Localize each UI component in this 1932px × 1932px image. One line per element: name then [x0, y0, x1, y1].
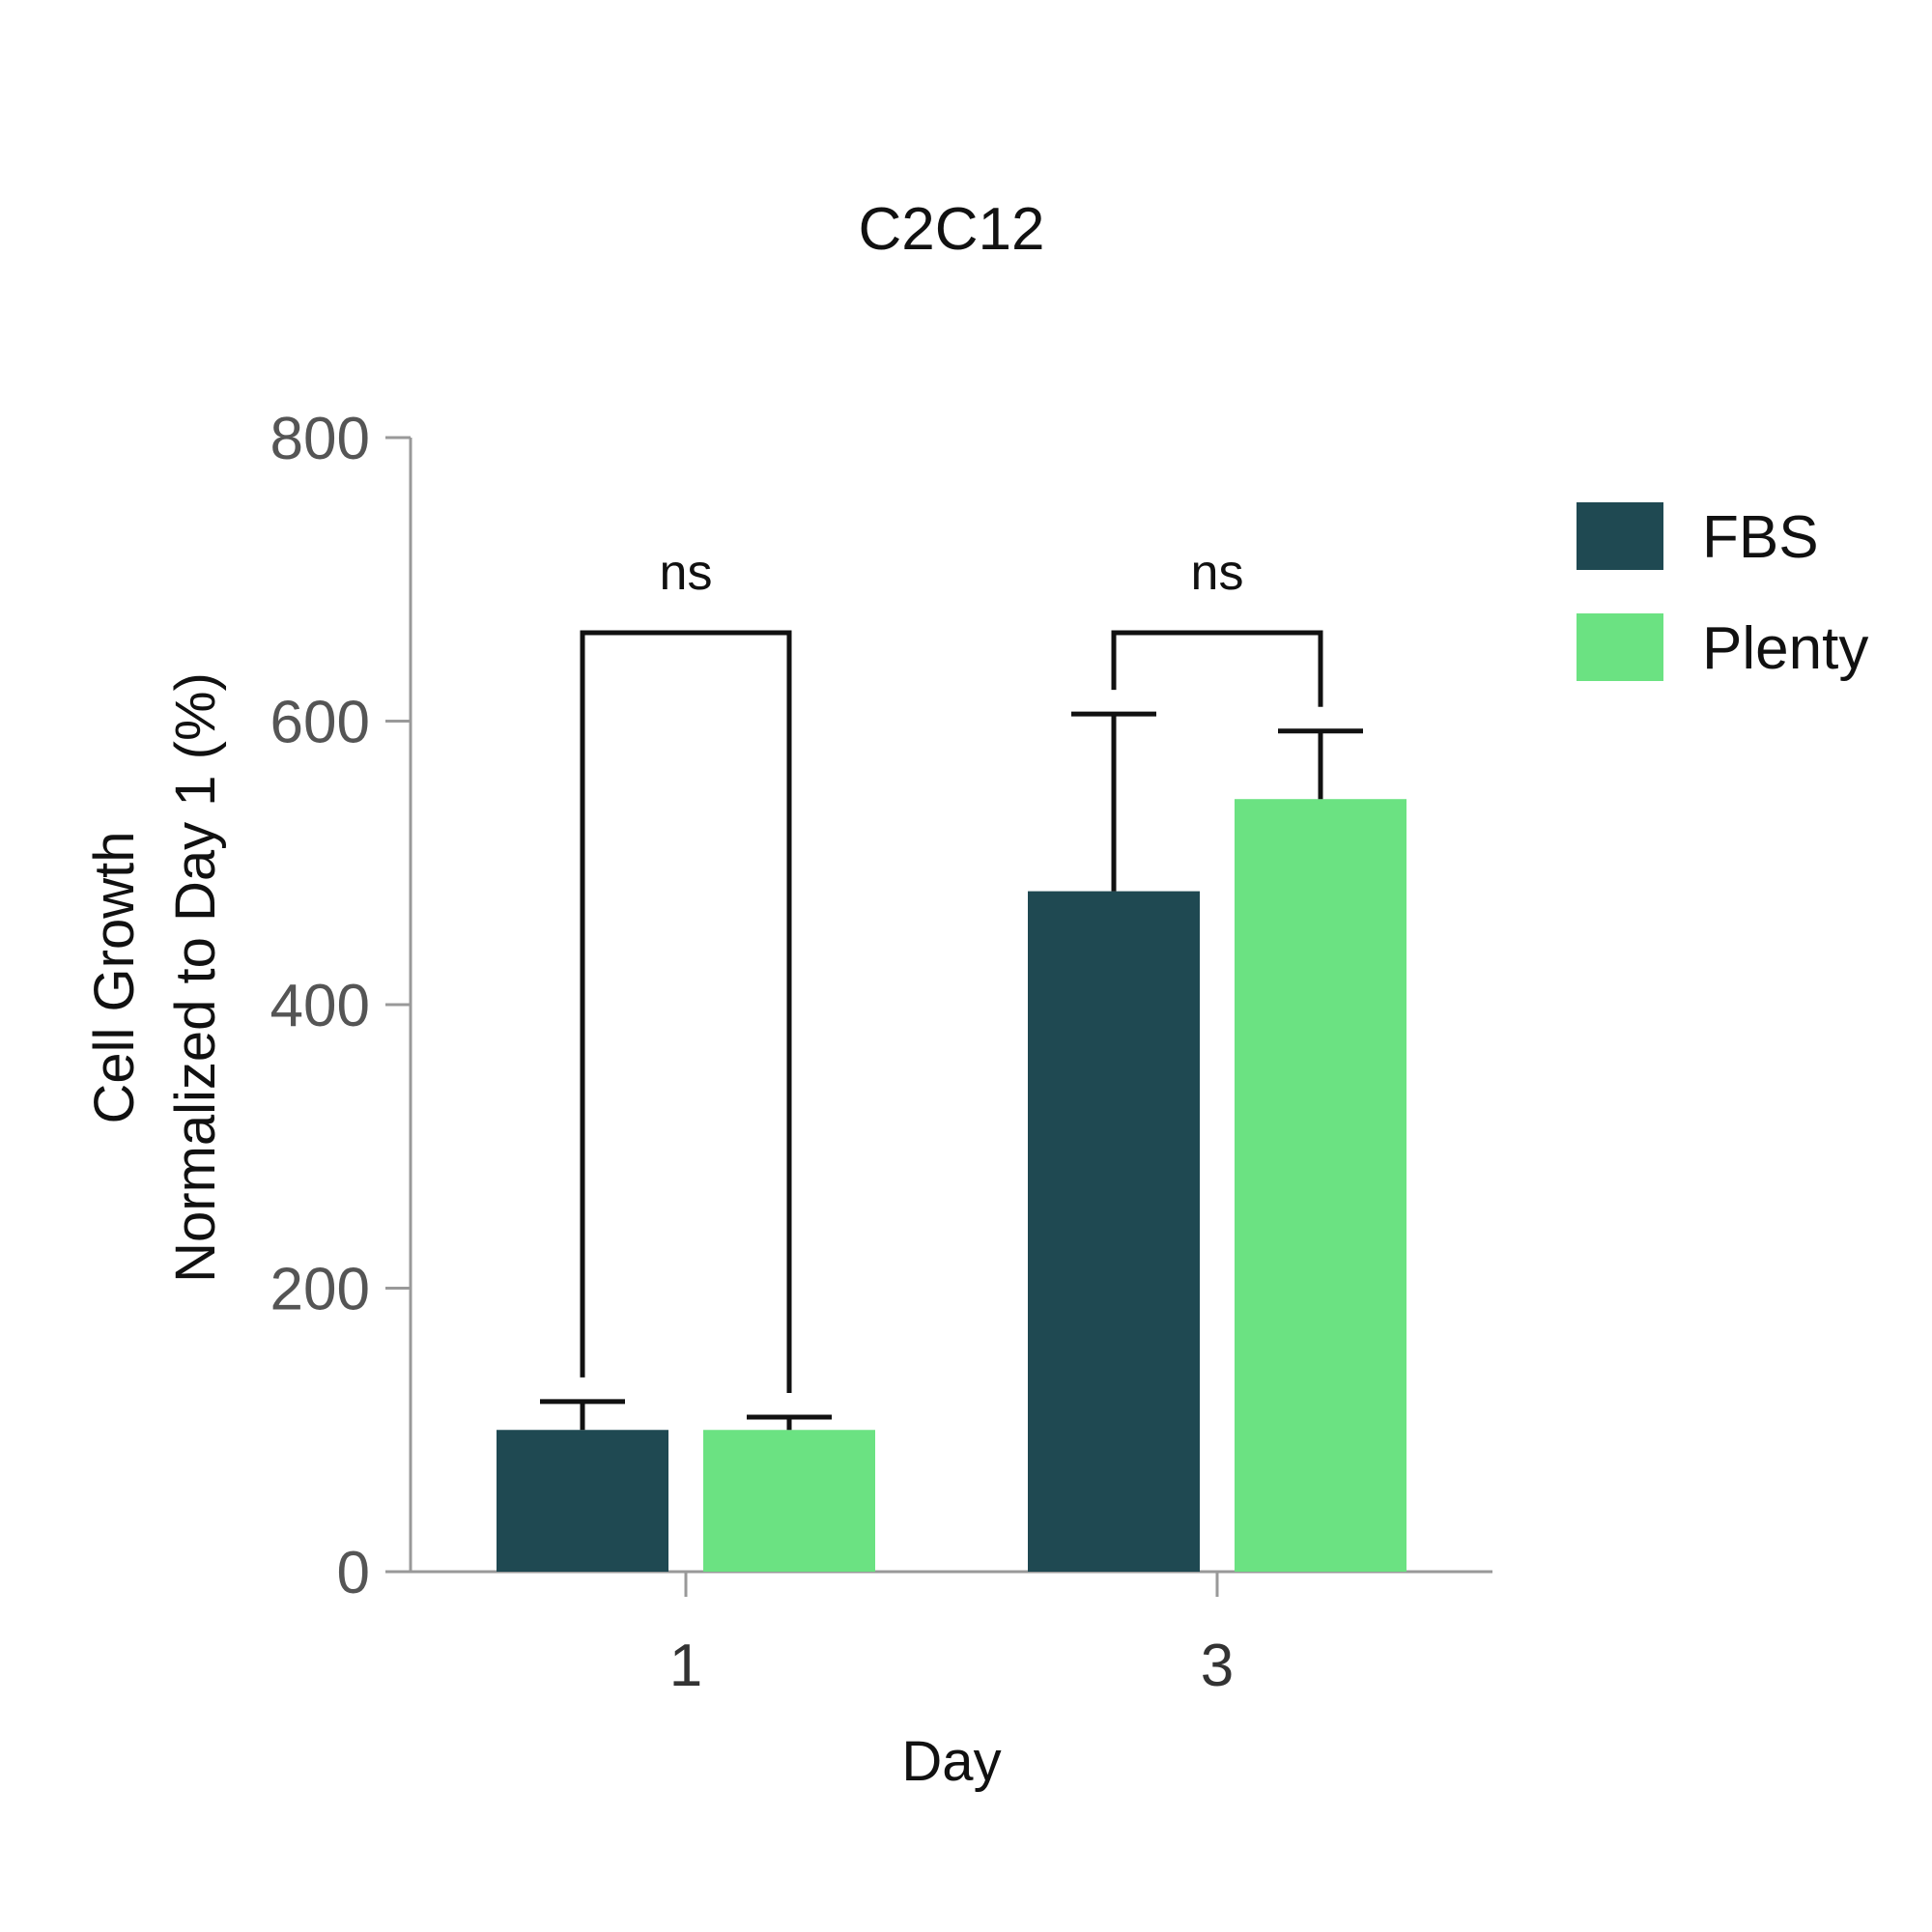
- y-axis-title-line1: Cell Growth: [83, 832, 146, 1124]
- y-tick-label: 600: [270, 690, 370, 756]
- error-bars: [540, 711, 1363, 1431]
- x-tick-label: 3: [1201, 1633, 1234, 1699]
- y-tick-label: 0: [337, 1540, 370, 1606]
- y-tick-label: 800: [270, 406, 370, 472]
- x-tick-label: 1: [669, 1633, 702, 1699]
- chart-title: C2C12: [859, 196, 1045, 263]
- legend: FBS Plenty: [1577, 502, 1868, 682]
- bar-plenty-day-3: [1235, 799, 1406, 1572]
- bar-fbs-day-3: [1028, 891, 1200, 1572]
- x-axis-title: Day: [901, 1730, 1001, 1793]
- y-tick-label: 400: [270, 973, 370, 1039]
- significance-bracket: [1111, 630, 1323, 707]
- significance-label: ns: [1191, 545, 1244, 601]
- y-axis-title-line2: Normalized to Day 1 (%): [164, 672, 227, 1283]
- legend-label-plenty: Plenty: [1702, 615, 1868, 682]
- bar-fbs-day-1: [497, 1430, 668, 1572]
- significance-label: ns: [660, 545, 713, 601]
- bars: [497, 799, 1406, 1572]
- axes: 0 200 400 600 800 1 3: [270, 406, 1492, 1699]
- legend-label-fbs: FBS: [1702, 504, 1819, 571]
- y-tick-label: 200: [270, 1257, 370, 1323]
- significance-bracket: [580, 630, 792, 1394]
- legend-swatch-plenty: [1577, 613, 1663, 681]
- bar-plenty-day-1: [703, 1430, 875, 1572]
- significance-brackets: ns ns: [580, 545, 1323, 1394]
- y-axis-title: Cell Growth Normalized to Day 1 (%): [83, 672, 227, 1283]
- legend-swatch-fbs: [1577, 502, 1663, 570]
